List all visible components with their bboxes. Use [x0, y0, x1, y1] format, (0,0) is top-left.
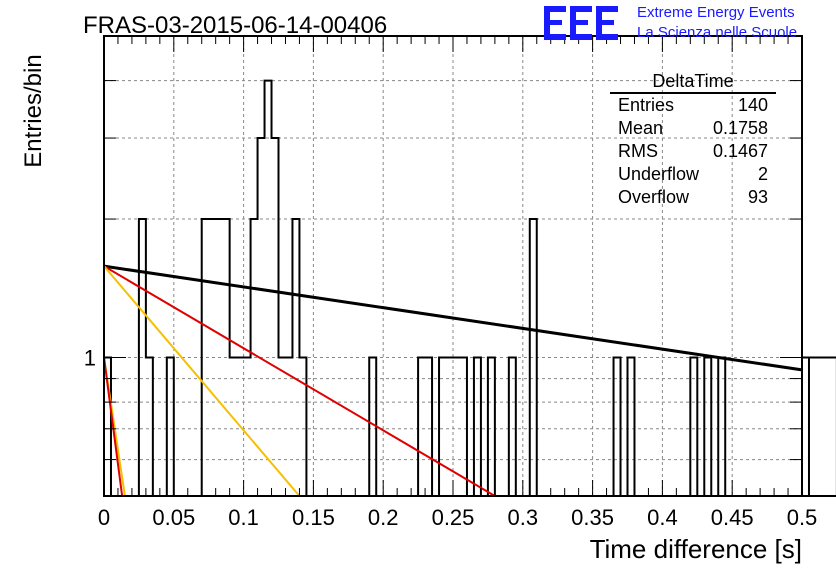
- x-tick-label: 0.35: [571, 505, 614, 530]
- fit-line: [103, 265, 301, 497]
- x-tick-label: 0.25: [432, 505, 475, 530]
- stats-value: 93: [747, 187, 768, 207]
- stats-row-rms: RMS 0.1467: [610, 140, 776, 163]
- x-axis-label: Time difference [s]: [589, 534, 802, 564]
- stats-label: Entries: [618, 95, 675, 115]
- x-tick-label: 0.1: [228, 505, 259, 530]
- logo-line-1: Extreme Energy Events: [637, 4, 795, 21]
- y-tick-label: 1: [84, 346, 96, 371]
- logo-line-2: La Scienza nelle Scuole: [637, 24, 798, 41]
- y-axis-label: Entries/bin: [20, 54, 47, 168]
- x-tick-label: 0.4: [647, 505, 678, 530]
- stats-value: 0.1758: [712, 118, 768, 138]
- fit-line: [103, 357, 124, 497]
- stats-label: RMS: [618, 141, 658, 161]
- x-tick-label: 0.3: [508, 505, 539, 530]
- stats-box-title: DeltaTime: [610, 70, 776, 94]
- stats-row-mean: Mean 0.1758: [610, 117, 776, 140]
- stats-label: Overflow: [618, 187, 690, 207]
- stats-row-overflow: Overflow 93: [610, 186, 776, 209]
- stats-box: DeltaTime Entries 140 Mean 0.1758 RMS 0.…: [610, 70, 776, 209]
- x-tick-label: 0.05: [152, 505, 195, 530]
- eee-logo: [540, 4, 624, 44]
- fit-line: [103, 264, 803, 372]
- x-tick-label: 0.5: [787, 505, 818, 530]
- stats-value: 2: [757, 164, 768, 184]
- x-tick-label: 0: [98, 505, 110, 530]
- x-tick-label: 0.2: [368, 505, 399, 530]
- histogram-bars: [104, 79, 836, 497]
- stats-value: 0.1467: [712, 141, 768, 161]
- stats-row-entries: Entries 140: [610, 94, 776, 117]
- fit-line: [103, 265, 496, 497]
- stats-label: Mean: [618, 118, 664, 138]
- stats-row-underflow: Underflow 2: [610, 163, 776, 186]
- x-tick-label: 0.45: [711, 505, 754, 530]
- stats-label: Underflow: [618, 164, 700, 184]
- stats-value: 140: [737, 95, 768, 115]
- chart-title: FRAS-03-2015-06-14-00406: [83, 12, 388, 39]
- x-tick-label: 0.15: [292, 505, 335, 530]
